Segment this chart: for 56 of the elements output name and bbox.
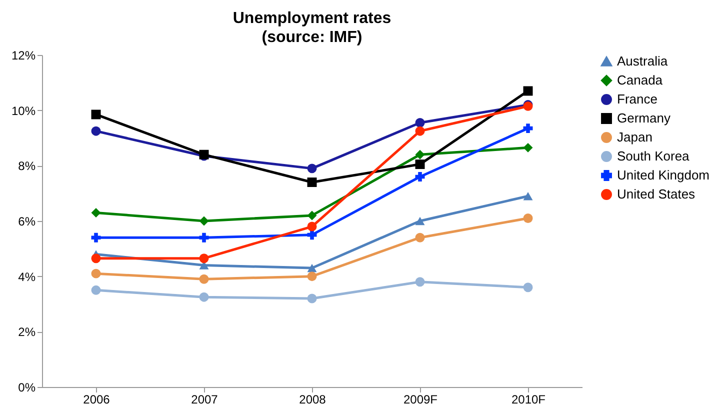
point bbox=[91, 268, 101, 278]
point bbox=[415, 277, 425, 287]
y-tick-label: 10% bbox=[11, 104, 36, 118]
point bbox=[415, 118, 425, 128]
y-tick-label: 8% bbox=[18, 159, 36, 174]
point bbox=[415, 126, 425, 136]
point bbox=[91, 208, 101, 218]
point bbox=[307, 264, 317, 272]
y-tick-label: 0% bbox=[18, 380, 36, 394]
point bbox=[523, 86, 533, 96]
legend-label: Canada bbox=[617, 72, 664, 88]
point bbox=[199, 232, 209, 242]
y-tick-label: 12% bbox=[11, 48, 36, 62]
point bbox=[307, 178, 317, 188]
point bbox=[415, 232, 425, 242]
point bbox=[199, 274, 209, 284]
legend-label: Germany bbox=[617, 110, 671, 126]
point bbox=[91, 110, 101, 120]
point bbox=[91, 285, 101, 295]
point bbox=[523, 192, 533, 200]
point bbox=[523, 124, 533, 134]
point bbox=[307, 272, 317, 282]
point bbox=[415, 150, 425, 160]
y-tick-label: 4% bbox=[18, 270, 36, 284]
point bbox=[523, 214, 533, 223]
point bbox=[199, 216, 209, 226]
legend-label: South Korea bbox=[617, 148, 690, 164]
legend-label: United Kingdom bbox=[617, 168, 710, 182]
point bbox=[199, 292, 209, 302]
x-tick-label: 2010F bbox=[511, 392, 546, 406]
x-tick-label: 2009F bbox=[403, 392, 438, 406]
legend-label: Australia bbox=[617, 54, 668, 68]
point bbox=[307, 210, 317, 220]
chart-subtitle: (source: IMF) bbox=[262, 29, 362, 46]
chart-title: Unemployment rates bbox=[232, 10, 392, 27]
point bbox=[415, 160, 425, 170]
x-tick-label: 2006 bbox=[83, 392, 110, 406]
point bbox=[307, 294, 317, 304]
legend-label: United States bbox=[617, 186, 696, 202]
point bbox=[199, 254, 209, 264]
point bbox=[523, 282, 533, 292]
point bbox=[91, 126, 101, 136]
point bbox=[523, 142, 533, 152]
point bbox=[307, 230, 317, 240]
y-tick-label: 2% bbox=[18, 325, 36, 340]
x-tick-label: 2008 bbox=[299, 392, 326, 406]
point bbox=[415, 216, 425, 226]
legend-label: Japan bbox=[617, 130, 652, 144]
legend-label: France bbox=[617, 92, 658, 106]
x-tick-label: 2007 bbox=[191, 392, 218, 406]
point bbox=[307, 164, 317, 174]
point bbox=[415, 172, 425, 182]
point bbox=[91, 254, 101, 264]
point bbox=[307, 222, 317, 232]
point bbox=[91, 232, 101, 242]
y-tick-label: 6% bbox=[18, 214, 36, 228]
